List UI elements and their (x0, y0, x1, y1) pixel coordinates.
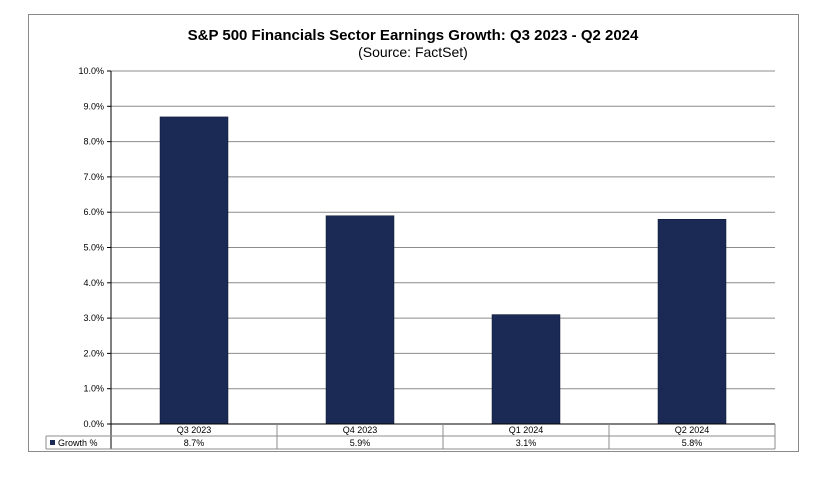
bar-q4-2023 (325, 215, 395, 425)
bar-q3-2023 (159, 116, 229, 425)
data-label: 3.1% (516, 438, 537, 448)
y-tick-label: 2.0% (83, 348, 104, 358)
chart-subtitle: (Source: FactSet) (358, 44, 468, 60)
bar-q1-2024 (491, 314, 561, 425)
bar-q2-2024 (657, 219, 727, 425)
y-tick-label: 4.0% (83, 278, 104, 288)
x-category-label: Q3 2023 (177, 425, 212, 435)
y-tick-label: 5.0% (83, 243, 104, 253)
x-category-label: Q4 2023 (343, 425, 378, 435)
y-tick-label: 6.0% (83, 207, 104, 217)
y-tick-label: 9.0% (83, 101, 104, 111)
y-tick-label: 8.0% (83, 137, 104, 147)
y-tick-label: 3.0% (83, 313, 104, 323)
legend-label: Growth % (58, 438, 98, 448)
data-label: 5.9% (350, 438, 371, 448)
x-category-label: Q2 2024 (675, 425, 710, 435)
x-category-label: Q1 2024 (509, 425, 544, 435)
y-tick-label: 7.0% (83, 172, 104, 182)
y-tick-label: 1.0% (83, 384, 104, 394)
chart-title: S&P 500 Financials Sector Earnings Growt… (188, 27, 639, 44)
y-tick-label: 10.0% (78, 66, 104, 76)
legend-swatch (50, 440, 55, 445)
data-label: 5.8% (682, 438, 703, 448)
data-label: 8.7% (184, 438, 205, 448)
y-tick-label: 0.0% (83, 419, 104, 429)
